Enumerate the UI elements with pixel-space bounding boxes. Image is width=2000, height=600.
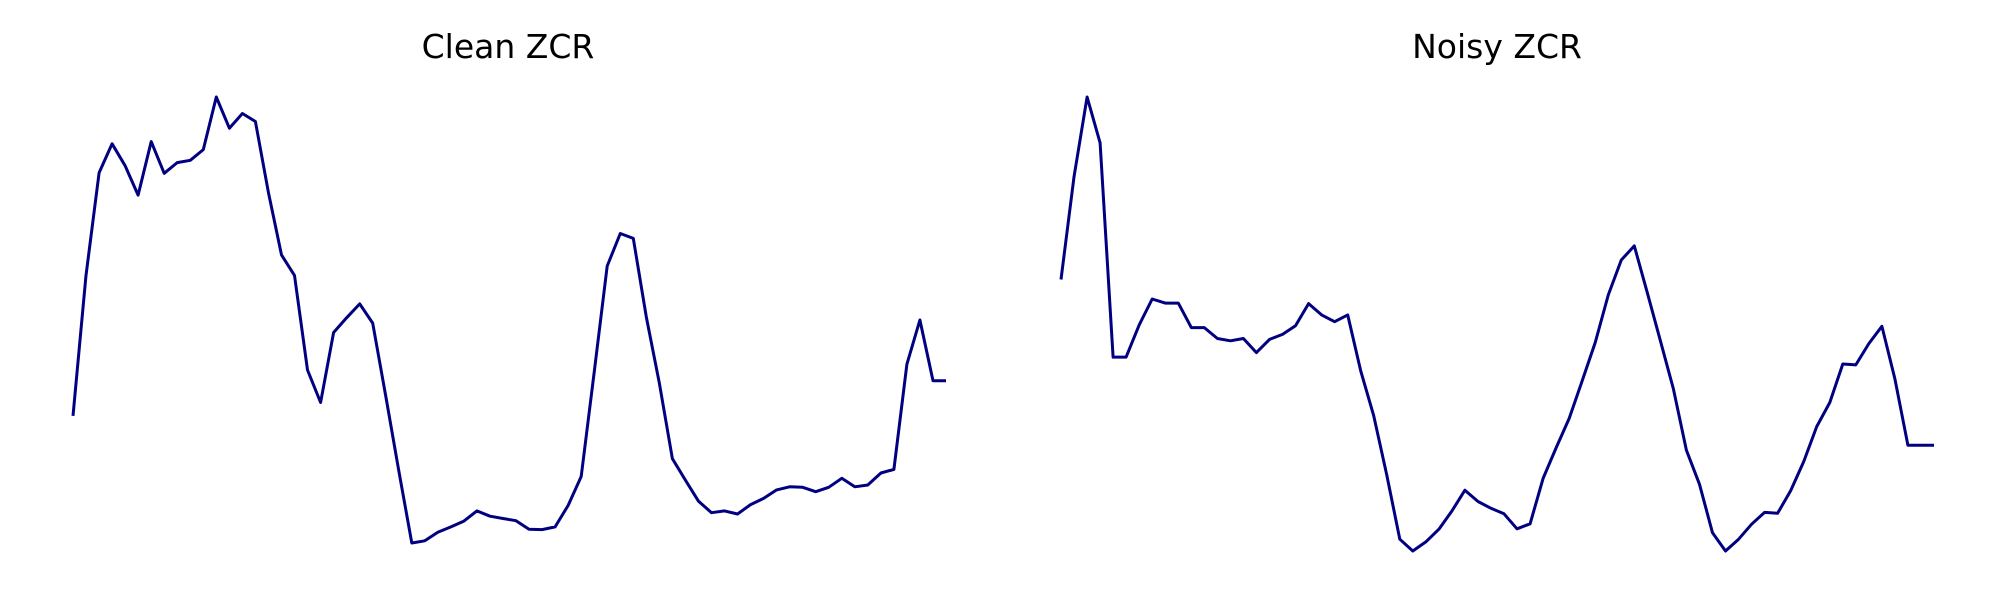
noisy-zcr-title: Noisy ZCR — [1412, 27, 1582, 66]
clean-zcr-series-line — [71, 95, 946, 545]
noisy-zcr-chart: Noisy ZCR — [1059, 27, 1934, 553]
clean-zcr-chart: Clean ZCR — [71, 27, 946, 545]
clean-zcr-title: Clean ZCR — [422, 27, 595, 66]
noisy-zcr-series-line — [1059, 95, 1934, 553]
